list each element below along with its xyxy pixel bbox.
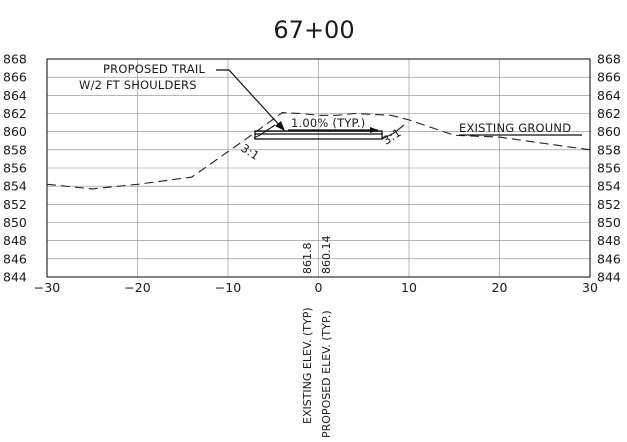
fill-slope-right bbox=[381, 124, 405, 140]
proposed-elev-value: 860.14 bbox=[320, 236, 333, 275]
y-tick-label-right: 858 bbox=[597, 142, 621, 157]
x-tick-label: −20 bbox=[124, 280, 150, 295]
y-tick-label-left: 846 bbox=[3, 251, 27, 266]
y-tick-label-left: 862 bbox=[3, 106, 27, 121]
elevation-callouts: 861.8 860.14 EXISTING ELEV. (TYP) PROPOS… bbox=[301, 236, 333, 439]
y-tick-label-left: 854 bbox=[3, 179, 27, 194]
fill-slopes bbox=[253, 124, 405, 140]
grid-lines bbox=[47, 59, 590, 277]
y-tick-label-right: 864 bbox=[597, 88, 621, 103]
y-tick-label-right: 854 bbox=[597, 179, 621, 194]
cross-slope-arrowhead bbox=[370, 127, 378, 133]
proposed-trail bbox=[254, 130, 383, 140]
existing-ground-label: EXISTING GROUND bbox=[459, 121, 571, 135]
y-tick-label-right: 850 bbox=[597, 215, 621, 230]
x-tick-label: 0 bbox=[315, 280, 323, 295]
trail-callout: PROPOSED TRAIL W/2 FT SHOULDERS bbox=[79, 62, 285, 131]
x-tick-label: −10 bbox=[215, 280, 241, 295]
y-tick-label-left: 852 bbox=[3, 197, 27, 212]
y-tick-label-left: 860 bbox=[3, 124, 27, 139]
x-tick-label: 10 bbox=[401, 280, 417, 295]
y-tick-label-left: 856 bbox=[3, 161, 27, 176]
y-tick-label-left: 858 bbox=[3, 142, 27, 157]
y-axis-left: 868 866 864 862 860 858 856 854 852 850 848 846 844 bbox=[3, 52, 27, 285]
y-tick-label-right: 862 bbox=[597, 106, 621, 121]
y-tick-label-right: 856 bbox=[597, 161, 621, 176]
x-tick-label: 20 bbox=[492, 280, 508, 295]
trail-leader-line bbox=[216, 69, 283, 129]
y-tick-label-right: 844 bbox=[597, 270, 621, 285]
cross-slope-note: 1.00% (TYP.) bbox=[288, 116, 378, 133]
y-tick-label-left: 850 bbox=[3, 215, 27, 230]
y-tick-label-right: 852 bbox=[597, 197, 621, 212]
y-tick-label-right: 866 bbox=[597, 70, 621, 85]
plot-frame bbox=[46, 58, 591, 278]
shoulders-label: W/2 FT SHOULDERS bbox=[79, 78, 197, 92]
y-tick-label-left: 844 bbox=[3, 270, 27, 285]
leader-arrowhead bbox=[275, 121, 285, 131]
y-tick-label-right: 868 bbox=[597, 52, 621, 67]
y-tick-label-left: 866 bbox=[3, 70, 27, 85]
slope-ratio-left: 3:1 bbox=[238, 141, 262, 163]
y-tick-label-left: 848 bbox=[3, 233, 27, 248]
y-axis-right: 868 866 864 862 860 858 856 854 852 850 848 846 844 bbox=[597, 52, 621, 285]
x-tick-label: 30 bbox=[582, 280, 598, 295]
existing-elev-value: 861.8 bbox=[301, 243, 314, 275]
existing-elev-label: EXISTING ELEV. (TYP) bbox=[301, 307, 314, 424]
y-tick-label-right: 846 bbox=[597, 251, 621, 266]
fill-slope-left bbox=[253, 124, 276, 139]
trail-section bbox=[254, 130, 383, 140]
proposed-trail-label: PROPOSED TRAIL bbox=[103, 62, 205, 76]
y-tick-label-left: 868 bbox=[3, 52, 27, 67]
proposed-elev-label: PROPOSED ELEV. (TYP.) bbox=[320, 310, 333, 438]
y-tick-label-right: 848 bbox=[597, 233, 621, 248]
x-tick-label: −30 bbox=[34, 280, 60, 295]
x-axis: −30 −20 −10 0 10 20 30 bbox=[34, 280, 598, 295]
y-tick-label-left: 864 bbox=[3, 88, 27, 103]
station-title: 67+00 bbox=[273, 16, 354, 44]
existing-ground-line bbox=[46, 112, 591, 190]
y-tick-label-right: 860 bbox=[597, 124, 621, 139]
cross-slope-label: 1.00% (TYP.) bbox=[291, 116, 365, 130]
